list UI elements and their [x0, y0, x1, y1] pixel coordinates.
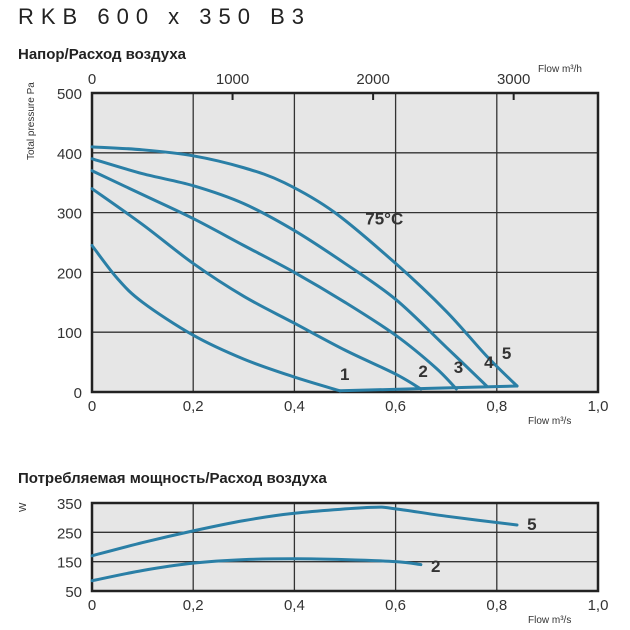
x-tick-label: 0,2	[183, 398, 204, 415]
series-line-4	[90, 157, 489, 388]
y-tick-label: 50	[65, 584, 82, 601]
series-line-2	[90, 187, 423, 391]
y-axis-label: W	[18, 502, 29, 512]
series-label-3: 3	[454, 358, 463, 377]
series-line-5	[90, 145, 519, 388]
series-label-1: 1	[340, 365, 349, 384]
x2-axis-label: Flow m³/h	[538, 64, 582, 75]
x-tick-label: 0,4	[284, 597, 305, 614]
series-label-5: 5	[527, 515, 536, 534]
x2-tick-label: 3000	[497, 71, 530, 88]
x-tick-label: 0	[88, 398, 96, 415]
x2-tick-label: 0	[88, 71, 96, 88]
x-axis-label: Flow m³/s	[528, 416, 571, 427]
power-chart-title: Потребляемая мощность/Расход воздуха	[18, 470, 327, 487]
y-tick-label: 0	[74, 385, 82, 402]
x2-tick-label: 2000	[356, 71, 389, 88]
series-line-3	[90, 169, 458, 391]
y-tick-label: 500	[57, 86, 82, 103]
x-tick-label: 0,8	[486, 597, 507, 614]
y-tick-label: 100	[57, 325, 82, 342]
y-tick-label: 300	[57, 206, 82, 223]
x-tick-label: 0,6	[385, 398, 406, 415]
series-label-4: 4	[484, 353, 494, 372]
y-tick-label: 250	[57, 525, 82, 542]
y-axis-label: Total pressure Pa	[26, 82, 37, 160]
series-line-1	[90, 243, 342, 393]
series-label-2: 2	[431, 557, 440, 576]
series-label-5: 5	[502, 344, 511, 363]
series-label-2: 2	[418, 362, 427, 381]
product-title: RKB 600 x 350 B3	[18, 4, 312, 29]
x-tick-label: 0,8	[486, 398, 507, 415]
plot-area	[92, 503, 598, 591]
x-tick-label: 0,4	[284, 398, 305, 415]
y-tick-label: 150	[57, 555, 82, 572]
annotation-75c: 75°C	[365, 210, 403, 229]
y-tick-label: 400	[57, 146, 82, 163]
plot-area	[92, 93, 598, 392]
series-line-system	[338, 384, 519, 393]
series-line-2	[90, 557, 423, 583]
x-tick-label: 0,2	[183, 597, 204, 614]
x-tick-label: 0,6	[385, 597, 406, 614]
pressure-chart-title: Напор/Расход воздуха	[18, 46, 187, 63]
y-tick-label: 200	[57, 265, 82, 282]
plot-frame	[90, 501, 600, 593]
x-tick-label: 0	[88, 597, 96, 614]
series-line-5	[90, 505, 519, 558]
x-tick-label: 1,0	[588, 597, 609, 614]
x-axis-label: Flow m³/s	[528, 615, 571, 626]
y-tick-label: 350	[57, 496, 82, 513]
x2-tick-label: 1000	[216, 71, 249, 88]
x-tick-label: 1,0	[588, 398, 609, 415]
